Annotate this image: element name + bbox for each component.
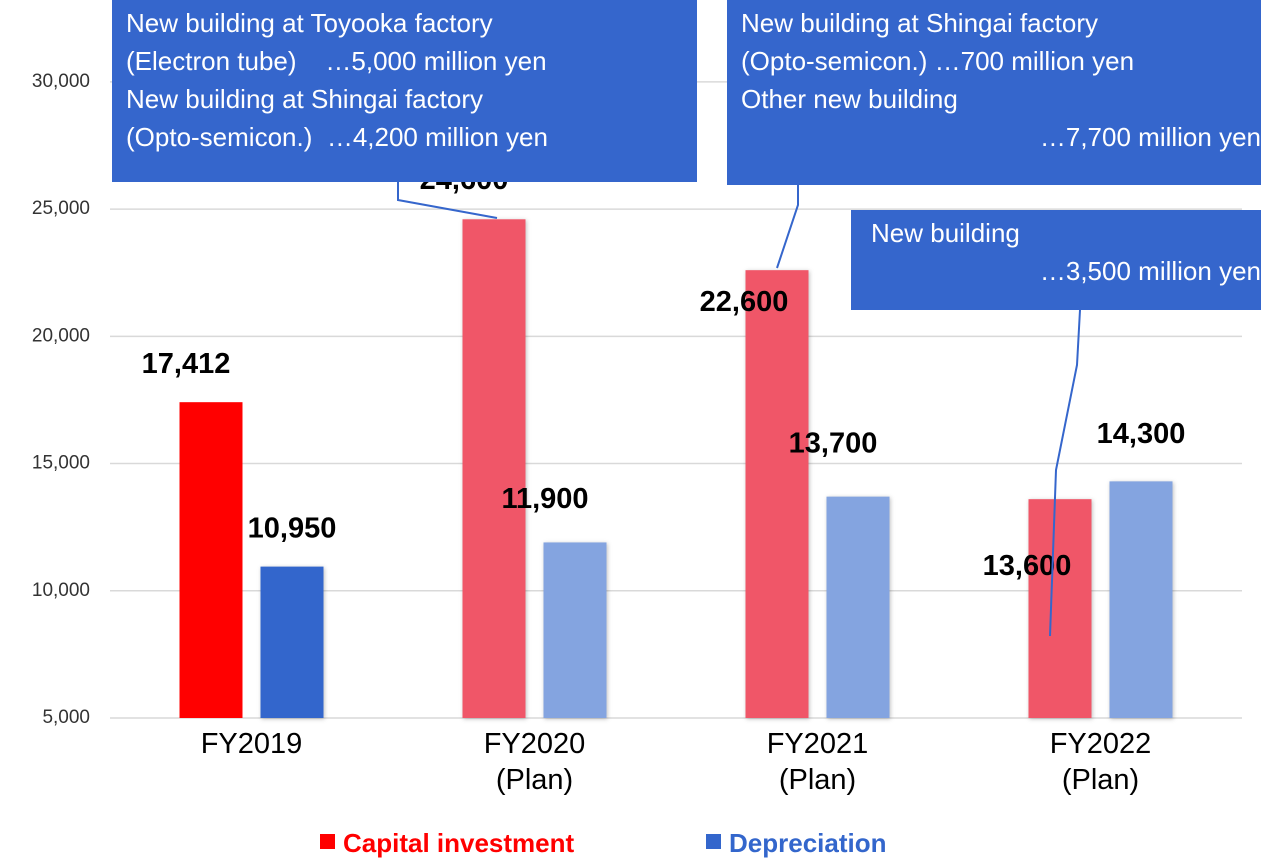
callout-text: …3,500 million yen <box>1039 256 1261 286</box>
bar <box>543 542 607 718</box>
x-tick-label: FY2019 <box>200 728 303 760</box>
value-label: 22,600 <box>700 286 789 318</box>
callout-text: New building at Shingai factory <box>741 8 1098 38</box>
value-label: 10,950 <box>248 512 337 544</box>
x-tick-label: FY2021 (Plan) <box>766 728 869 796</box>
value-label: 17,412 <box>142 348 231 380</box>
callout-text: Other new building <box>741 84 958 114</box>
callout-text: (Opto-semicon.) …700 million yen <box>741 46 1135 76</box>
callout-connector <box>1049 309 1081 637</box>
bar <box>826 496 890 718</box>
x-tick-label: FY2020 (Plan) <box>483 728 586 796</box>
value-label: 13,600 <box>983 550 1072 582</box>
callout: New building …3,500 million yen <box>851 210 1261 310</box>
value-label: 11,900 <box>501 483 588 515</box>
callout-text: New building at Toyooka factory <box>126 8 493 38</box>
callout-text: (Electron tube) …5,000 million yen <box>126 46 547 76</box>
bar <box>1028 499 1092 718</box>
callout-connector <box>397 182 498 219</box>
legend-label: Depreciation <box>729 828 887 858</box>
callout-text: New building at Shingai factory <box>126 84 483 114</box>
bar <box>745 270 809 718</box>
value-label: 14,300 <box>1097 418 1186 450</box>
x-tick-label: FY2022 (Plan) <box>1049 728 1152 796</box>
y-tick-label: 20,000 <box>32 325 90 346</box>
y-tick-label: 10,000 <box>32 580 90 601</box>
bar <box>179 402 243 718</box>
y-tick-label: 15,000 <box>32 453 90 474</box>
bar <box>462 219 526 719</box>
value-label: 13,700 <box>789 427 878 459</box>
bar <box>1109 481 1173 718</box>
y-tick-label: 5,000 <box>42 707 90 728</box>
legend-label: Capital investment <box>343 828 575 858</box>
legend-item: Depreciation <box>706 828 887 859</box>
bar <box>260 566 324 718</box>
callout-connector <box>776 185 799 269</box>
callout: New building at Shingai factory (Opto-se… <box>727 0 1261 185</box>
legend-swatch <box>320 834 335 849</box>
callout: New building at Toyooka factory (Electro… <box>112 0 697 182</box>
callout-text: New building <box>871 218 1020 248</box>
y-tick-label: 30,000 <box>32 71 90 92</box>
callout-text: …7,700 million yen <box>1039 122 1261 152</box>
callout-text: (Opto-semicon.) …4,200 million yen <box>126 122 548 152</box>
y-tick-label: 25,000 <box>32 198 90 219</box>
legend-swatch <box>706 834 721 849</box>
legend-item: Capital investment <box>320 828 574 859</box>
